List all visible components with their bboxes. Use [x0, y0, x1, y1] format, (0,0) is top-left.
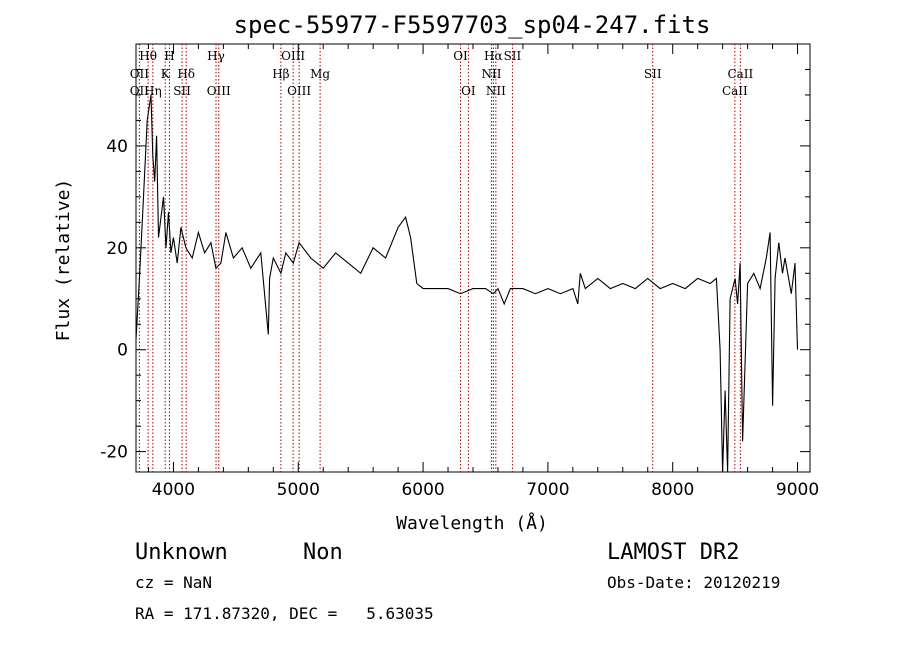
- marker-label: Hγ: [207, 49, 225, 63]
- marker-label: Mg: [310, 67, 330, 81]
- marker-label: NII: [481, 67, 501, 81]
- marker-label: Hθ: [139, 49, 157, 63]
- marker-label: OII: [130, 67, 150, 81]
- plot-border: [135, 43, 811, 473]
- y-axis-label: Flux (relative): [53, 179, 74, 342]
- marker-label: H: [164, 49, 174, 63]
- marker-label: CaII: [727, 67, 753, 81]
- x-axis-label: Wavelength (Å): [396, 512, 548, 534]
- marker-label: Hβ: [272, 67, 289, 81]
- x-tick-label: 6000: [401, 480, 444, 500]
- coordinates-radec: RA = 171.87320, DEC = 5.63035: [135, 604, 434, 623]
- marker-label: SII: [173, 84, 191, 98]
- marker-label: OI: [453, 49, 468, 63]
- object-class: Unknown: [135, 540, 228, 565]
- spectrum-series: [135, 94, 799, 473]
- survey-name: LAMOST DR2: [607, 540, 739, 565]
- x-tick-label: 8000: [651, 480, 694, 500]
- marker-label: Hδ: [177, 67, 195, 81]
- x-tick-label: 5000: [277, 480, 320, 500]
- y-tick-label: 20: [106, 239, 128, 259]
- marker-label: OII: [130, 84, 150, 98]
- marker-label: SII: [644, 67, 662, 81]
- chart-title: spec-55977-F5597703_sp04-247.fits: [234, 11, 711, 39]
- plot-frame: [135, 43, 811, 473]
- marker-label: OIII: [281, 49, 305, 63]
- marker-label: OIII: [287, 84, 311, 98]
- marker-label: OIII: [207, 84, 231, 98]
- spectrum-line: [135, 94, 799, 473]
- y-tick-label: -20: [100, 443, 128, 463]
- marker-label: NII: [486, 84, 506, 98]
- marker-label: SII: [504, 49, 522, 63]
- marker-label: Hα: [484, 49, 503, 63]
- marker-label: Hη: [144, 84, 162, 98]
- spectral-line-labels: OII OII Hθ Hη HK Hδ SII Hγ OIII OIII Hβ OIII Mg OI OI H…: [130, 49, 754, 98]
- y-tick-label: 0: [117, 341, 128, 361]
- observation-date: Obs-Date: 20120219: [607, 573, 780, 592]
- x-tick-label: 7000: [526, 480, 569, 500]
- marker-label: OI: [461, 84, 476, 98]
- x-tick-label: 4000: [152, 480, 195, 500]
- axis-ticks: 4000 5000 6000 7000 8000 9000 -20 0 20 40: [100, 43, 819, 500]
- marker-label: K: [161, 67, 171, 81]
- object-subclass: Non: [303, 540, 343, 565]
- spectral-line-markers: [138, 44, 741, 472]
- y-tick-label: 40: [106, 137, 128, 157]
- x-tick-label: 9000: [776, 480, 819, 500]
- marker-label: CaII: [722, 84, 748, 98]
- redshift-cz: cz = NaN: [135, 573, 212, 592]
